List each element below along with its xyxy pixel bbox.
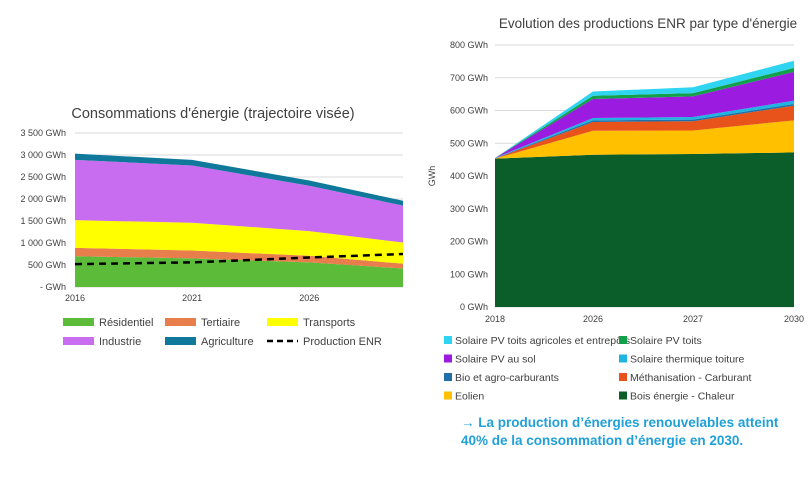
legend-swatch-bois-energie-chaleur — [619, 391, 627, 400]
area-agriculture — [75, 153, 403, 206]
legend-swatch-agriculture — [165, 337, 196, 345]
legend-swatch-tertiaire — [165, 318, 196, 326]
area-bio-et-agro-carburants — [495, 103, 794, 159]
legend-swatch-solaire-pv-au-sol — [444, 354, 452, 363]
legend-label-agriculture: Agriculture — [201, 336, 254, 348]
y-tick-label: 200 GWh — [450, 237, 488, 247]
x-tick-label: 2018 — [485, 314, 505, 324]
legend-label-bio-et-agro-carburants: Bio et agro-carburants — [455, 372, 559, 384]
y-tick-label: 100 GWh — [450, 269, 488, 279]
x-tick-label: 2030 — [784, 314, 804, 324]
y-tick-label: 1 500 GWh — [20, 216, 66, 226]
y-tick-label: 500 GWh — [28, 260, 66, 270]
line-production-enr — [74, 252, 404, 266]
legend-label-solaire-pv-toits: Solaire PV toits — [630, 335, 702, 347]
legend-swatch-transports — [267, 318, 298, 326]
consumption-chart: Consommations d'énergie (trajectoire vis… — [20, 106, 404, 348]
chart-title: Consommations d'énergie (trajectoire vis… — [71, 106, 354, 122]
area-solaire-pv-au-sol — [495, 71, 794, 158]
legend-swatch-eolien — [444, 391, 452, 400]
area-methanisation-carburant — [495, 105, 794, 159]
y-tick-label: 600 GWh — [450, 106, 488, 116]
legend-swatch-residentiel — [63, 318, 94, 326]
y-tick-label: 0 GWh — [460, 302, 488, 312]
legend-swatch-bio-et-agro-carburants — [444, 373, 452, 381]
enr-production-chart: Evolution des productions ENR par type d… — [427, 16, 804, 403]
y-tick-label: 700 GWh — [450, 73, 488, 83]
legend-label-eolien: Eolien — [455, 391, 484, 403]
legend-swatch-industrie — [63, 337, 94, 345]
area-residentiel — [75, 256, 403, 287]
area-industrie — [75, 159, 403, 243]
enr-production-chart-panel: Evolution des productions ENR par type d… — [410, 0, 811, 474]
area-transports — [75, 220, 403, 264]
y-axis-label: GWh — [427, 166, 437, 187]
conclusion-message: La production d’énergies renouvelables a… — [461, 415, 779, 448]
x-tick-label: 2021 — [182, 293, 202, 303]
y-tick-label: 300 GWh — [450, 204, 488, 214]
legend-swatch-methanisation-carburant — [619, 373, 627, 381]
y-tick-label: 400 GWh — [450, 171, 488, 181]
area-solaire-thermique-toiture — [495, 100, 794, 159]
area-solaire-pv-toits — [495, 67, 794, 158]
legend-label-industrie: Industrie — [99, 336, 141, 348]
x-tick-label: 2026 — [583, 314, 603, 324]
x-tick-label: 2016 — [65, 293, 85, 303]
legend-swatch-solaire-thermique-toiture — [619, 354, 627, 363]
y-tick-label: 800 GWh — [450, 40, 488, 50]
legend-label-solaire-pv-au-sol: Solaire PV au sol — [455, 354, 536, 366]
y-tick-label: - GWh — [40, 282, 66, 292]
x-tick-label: 2026 — [299, 293, 319, 303]
x-tick-label: 2027 — [683, 314, 703, 324]
y-tick-label: 3 000 GWh — [20, 150, 66, 160]
legend-label-methanisation-carburant: Méthanisation - Carburant — [630, 372, 751, 384]
conclusion-text: → La production d’énergies renouvelables… — [461, 414, 801, 450]
legend-label-tertiaire: Tertiaire — [201, 317, 240, 329]
y-tick-label: 3 500 GWh — [20, 128, 66, 138]
legend-label-production-enr: Production ENR — [303, 336, 382, 348]
legend-swatch-solaire-pv-toits — [619, 336, 627, 344]
legend-label-solaire-thermique-toiture: Solaire thermique toiture — [630, 354, 745, 366]
area-bois-energie-chaleur — [495, 152, 794, 307]
legend-label-solaire-pv-toits-agricoles-et-entrepots: Solaire PV toits agricoles et entrepôts — [455, 335, 630, 347]
consumption-chart-panel: Consommations d'énergie (trajectoire vis… — [20, 106, 404, 348]
arrow-right-icon: → — [461, 415, 475, 430]
y-tick-label: 2 500 GWh — [20, 172, 66, 182]
y-tick-label: 1 000 GWh — [20, 238, 66, 248]
legend-swatch-solaire-pv-toits-agricoles-et-entrepots — [444, 336, 452, 344]
area-eolien — [495, 120, 794, 159]
area-tertiaire — [75, 247, 403, 269]
legend-label-transports: Transports — [303, 317, 356, 329]
chart-title: Evolution des productions ENR par type d… — [499, 16, 797, 31]
y-tick-label: 500 GWh — [450, 138, 488, 148]
y-tick-label: 2 000 GWh — [20, 194, 66, 204]
legend-label-bois-energie-chaleur: Bois énergie - Chaleur — [630, 391, 735, 403]
legend-label-residentiel: Résidentiel — [99, 317, 153, 329]
area-solaire-pv-toits-agricoles-et-entrepots — [495, 60, 794, 158]
